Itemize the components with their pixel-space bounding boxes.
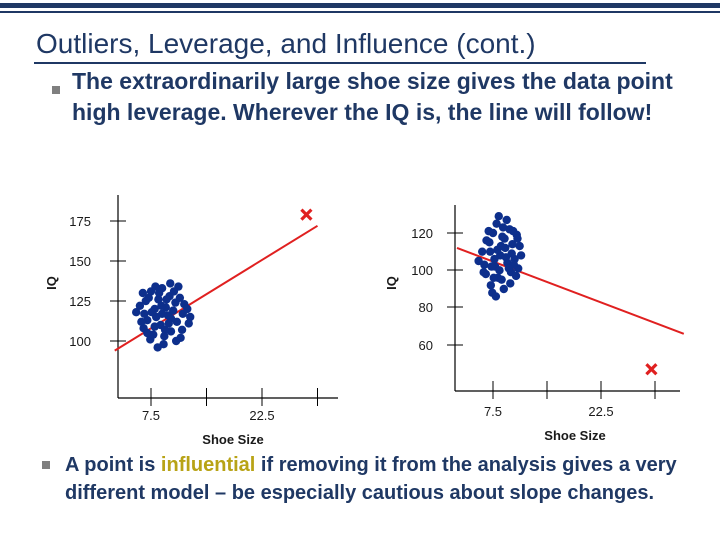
y-tick-label: 120 <box>411 226 433 241</box>
outlier-point <box>300 208 313 221</box>
data-point <box>138 288 148 298</box>
y-tick-label: 80 <box>419 300 433 315</box>
data-point <box>513 234 522 243</box>
data-point <box>484 226 493 236</box>
data-point <box>486 281 496 290</box>
data-point <box>154 295 163 304</box>
y-tick-label: 175 <box>69 214 91 229</box>
top-rule <box>0 3 720 8</box>
data-point <box>160 332 169 341</box>
x-tick-label: 7.5 <box>484 404 502 419</box>
data-point <box>494 212 503 221</box>
data-point <box>162 295 171 304</box>
slide-title: Outliers, Leverage, and Influence (cont.… <box>36 28 536 59</box>
top-rule-thin <box>0 11 720 13</box>
data-point <box>491 292 501 301</box>
data-point <box>183 304 192 314</box>
highlight-influential: influential <box>160 454 256 476</box>
data-point <box>135 301 145 310</box>
outlier-point <box>645 363 658 376</box>
data-point <box>515 241 524 251</box>
chart-high-iq-outlier: 100 125 150 175 7.5 22.5 Shoe Size IQ <box>44 195 338 447</box>
y-tick-label: 100 <box>69 334 91 349</box>
bullet-text-2: A point is influential if removing it fr… <box>65 452 705 507</box>
outlier-stroke <box>645 363 658 376</box>
data-point <box>140 309 149 318</box>
data-point <box>511 271 521 281</box>
bullet-text-2-end: if removing it from the analysis gives a… <box>65 454 677 504</box>
data-point <box>177 325 187 334</box>
data-point <box>508 240 517 249</box>
data-point <box>137 317 146 326</box>
x-tick-label: 22.5 <box>588 404 613 419</box>
data-point <box>164 319 173 328</box>
data-point <box>153 343 162 352</box>
data-point <box>487 262 496 271</box>
data-point <box>495 266 504 275</box>
data-point <box>479 268 488 277</box>
bullet-marker-2 <box>42 461 50 469</box>
data-point <box>175 293 185 302</box>
data-point <box>171 336 181 346</box>
x-tick-label: 22.5 <box>249 408 274 423</box>
bullet-text-1: The extraordinarily large shoe size give… <box>72 68 673 125</box>
y-tick-label: 150 <box>69 254 91 269</box>
data-point <box>508 226 518 236</box>
data-point <box>499 284 508 294</box>
data-point <box>169 287 179 296</box>
data-point <box>150 322 159 331</box>
outlier-stroke <box>300 208 313 221</box>
data-point <box>143 328 152 338</box>
data-point <box>132 308 141 317</box>
data-point <box>169 306 178 315</box>
data-point <box>141 296 151 306</box>
data-point <box>160 325 170 334</box>
data-point <box>504 264 514 273</box>
data-point <box>478 247 487 256</box>
data-point <box>485 247 495 256</box>
y-axis-label: IQ <box>384 276 399 290</box>
data-point <box>480 260 489 269</box>
x-axis-label: Shoe Size <box>544 428 605 443</box>
title-underline <box>34 62 646 64</box>
y-tick-label: 60 <box>419 338 433 353</box>
data-point <box>500 234 509 243</box>
bullet-marker-1 <box>52 86 60 94</box>
data-point <box>154 288 164 298</box>
chart-low-iq-outlier: 60 80 100 120 7.5 22.5 Shoe Size IQ <box>384 205 685 443</box>
data-point <box>490 254 499 264</box>
data-point <box>502 215 511 225</box>
data-point <box>496 241 506 251</box>
x-tick-label: 7.5 <box>142 408 160 423</box>
data-point <box>146 335 155 344</box>
data-point <box>482 236 491 245</box>
data-point <box>157 309 167 318</box>
y-tick-label: 125 <box>69 294 91 309</box>
data-point <box>151 282 160 291</box>
data-point <box>498 223 508 232</box>
bullet-text-2-start: A point is <box>65 454 161 476</box>
data-point <box>489 273 498 282</box>
data-point <box>157 301 166 310</box>
data-point <box>501 253 511 262</box>
x-axis-label: Shoe Size <box>202 432 263 447</box>
y-tick-label: 100 <box>411 263 433 278</box>
data-point <box>506 279 515 288</box>
data-point <box>516 251 526 260</box>
data-point <box>186 312 195 322</box>
y-axis-label: IQ <box>44 276 59 290</box>
data-point <box>147 308 156 317</box>
data-point <box>184 319 193 328</box>
data-point <box>166 279 175 288</box>
data-point <box>492 219 501 228</box>
data-point <box>497 275 506 284</box>
